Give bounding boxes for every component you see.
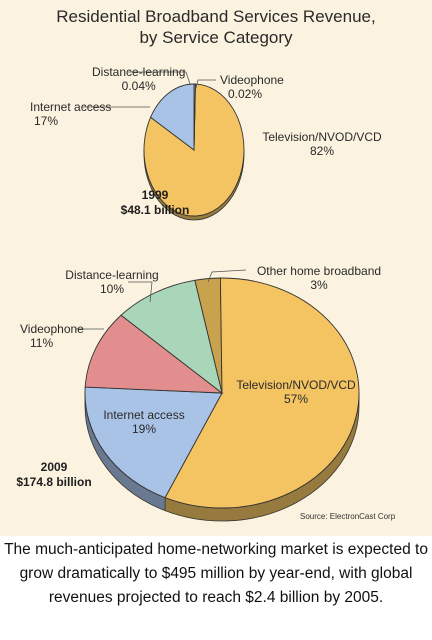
leader-2009-distance-learning [128,281,153,303]
label-1999-videophone: Videophone 0.02% [220,73,284,101]
chart-title-line1: Residential Broadband Services Revenue, [56,7,376,26]
leader-2009-other-broadband [207,269,247,283]
year-1999-total: $48.1 billion [120,203,190,217]
year-2009: 2009 $174.8 billion [4,460,104,490]
year-1999: 1999 $48.1 billion [110,188,200,218]
label-2009-television-name: Television/NVOD/VCD [236,378,356,392]
label-1999-internet-access-value: 17% [34,114,59,128]
label-1999-television-value: 82% [309,144,335,158]
caption-text: The much-anticipated home-networking mar… [0,536,432,640]
pie-charts-svg [76,71,360,522]
label-2009-television-value: 57% [283,392,309,406]
label-2009-videophone: Videophone 11% [20,322,84,350]
label-2009-other-broadband-name: Other home broadband [256,264,382,278]
label-2009-internet-access-name: Internet access [103,408,185,422]
label-2009-internet-access: Internet access 19% [84,408,204,436]
label-2009-other-broadband-value: 3% [310,278,328,292]
year-2009-total: $174.8 billion [16,475,92,489]
source-note: Source: ElectronCast Corp [300,512,396,521]
label-1999-distance-learning-value: 0.04% [121,79,156,93]
label-2009-distance-learning-value: 10% [99,282,125,296]
label-1999-distance-learning-name: Distance-learning [92,65,186,79]
label-2009-television: Television/NVOD/VCD 57% [226,378,366,406]
label-2009-distance-learning: Distance-learning 10% [52,268,172,296]
chart-title: Residential Broadband Services Revenue, … [0,6,432,48]
label-1999-television: Television/NVOD/VCD 82% [262,130,382,158]
label-2009-internet-access-value: 19% [131,422,157,436]
year-2009-label: 2009 [40,460,68,474]
pie-1999-slice-television-nvod-vcd [143,83,245,217]
pie-2009-slice-television-nvod-vcd [164,277,360,509]
pie-2009-slice-distance-learning [120,279,223,395]
chart-figure: Residential Broadband Services Revenue, … [0,0,432,536]
label-1999-internet-access: Internet access 17% [30,100,111,128]
label-1999-distance-learning: Distance-learning 0.04% [92,65,185,93]
label-1999-internet-access-name: Internet access [30,100,112,114]
label-2009-other-broadband: Other home broadband 3% [244,264,394,292]
label-2009-distance-learning-name: Distance-learning [65,268,159,282]
year-1999-label: 1999 [141,188,169,202]
pie-2009-slice-internet-access [84,386,223,499]
label-1999-videophone-name: Videophone [220,73,284,87]
label-2009-videophone-value: 11% [30,336,54,350]
label-2009-videophone-name: Videophone [20,322,84,336]
pie-1999-slice-internet-access [150,83,196,151]
pie-2009-slice-videophone [84,314,224,394]
leader-1999-distance-learning [128,71,191,85]
leader-1999-videophone [195,79,216,89]
pie-1999-slice-distance-learning [193,83,196,151]
label-1999-television-name: Television/NVOD/VCD [262,130,382,144]
label-1999-videophone-value: 0.02% [228,87,263,101]
chart-title-line2: by Service Category [139,28,293,47]
